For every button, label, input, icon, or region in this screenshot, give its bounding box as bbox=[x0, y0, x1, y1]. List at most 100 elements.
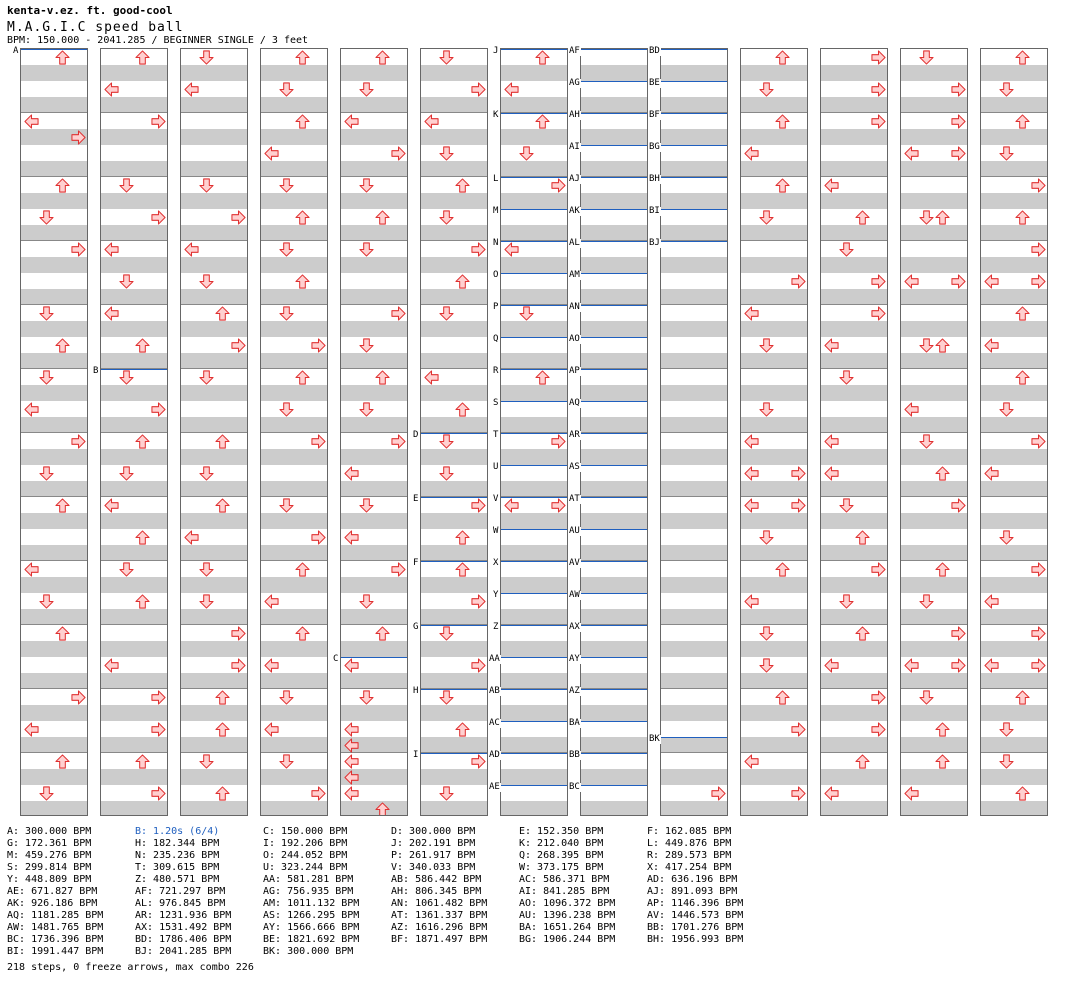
up-arrow-icon bbox=[455, 402, 470, 417]
bpm-change-label: BK bbox=[648, 734, 661, 744]
measure-line bbox=[901, 688, 967, 689]
chart-column bbox=[420, 48, 488, 816]
down-arrow-icon bbox=[999, 402, 1014, 417]
bpm-legend-entry: AK: 926.186 BPM bbox=[7, 898, 98, 909]
measure-line bbox=[181, 496, 247, 497]
up-arrow-icon bbox=[455, 530, 470, 545]
down-arrow-icon bbox=[439, 690, 454, 705]
measure-line bbox=[181, 368, 247, 369]
bpm-change-label: AF bbox=[568, 46, 581, 56]
measure-line bbox=[101, 624, 167, 625]
right-arrow-icon bbox=[951, 626, 966, 641]
up-arrow-icon bbox=[935, 722, 950, 737]
bpm-change-label: O bbox=[492, 270, 500, 280]
up-arrow-icon bbox=[455, 722, 470, 737]
bpm-legend-entry: O: 244.052 BPM bbox=[263, 850, 348, 861]
measure-line bbox=[501, 752, 567, 753]
down-arrow-icon bbox=[279, 306, 294, 321]
bpm-legend-entry: K: 212.040 BPM bbox=[519, 838, 604, 849]
bpm-difficulty-line: BPM: 150.000 - 2041.285 / BEGINNER SINGL… bbox=[7, 35, 309, 46]
left-arrow-icon bbox=[264, 722, 279, 737]
measure-line bbox=[101, 112, 167, 113]
bpm-change-label: H bbox=[412, 686, 420, 696]
down-arrow-icon bbox=[519, 306, 534, 321]
up-arrow-icon bbox=[135, 434, 150, 449]
right-arrow-icon bbox=[871, 114, 886, 129]
up-arrow-icon bbox=[135, 338, 150, 353]
bpm-change-label: AR bbox=[568, 430, 581, 440]
left-arrow-icon bbox=[744, 146, 759, 161]
down-arrow-icon bbox=[279, 82, 294, 97]
left-arrow-icon bbox=[104, 658, 119, 673]
up-arrow-icon bbox=[135, 594, 150, 609]
up-arrow-icon bbox=[215, 690, 230, 705]
bpm-change-label: D bbox=[412, 430, 420, 440]
right-arrow-icon bbox=[151, 690, 166, 705]
bpm-change-line bbox=[421, 561, 487, 562]
bpm-change-line bbox=[581, 721, 647, 722]
chart-column bbox=[260, 48, 328, 816]
right-arrow-icon bbox=[71, 130, 86, 145]
measure-line bbox=[741, 112, 807, 113]
bpm-legend-entry: AS: 1266.295 BPM bbox=[263, 910, 360, 921]
right-arrow-icon bbox=[551, 498, 566, 513]
bpm-change-label: E bbox=[412, 494, 420, 504]
measure-line bbox=[21, 624, 87, 625]
bpm-change-line bbox=[501, 593, 567, 594]
measure-line bbox=[981, 560, 1047, 561]
bpm-legend-entry: J: 202.191 BPM bbox=[391, 838, 476, 849]
measure-line bbox=[21, 176, 87, 177]
right-arrow-icon bbox=[951, 498, 966, 513]
bpm-change-label: W bbox=[492, 526, 500, 536]
measure-line bbox=[181, 752, 247, 753]
down-arrow-icon bbox=[759, 338, 774, 353]
bpm-change-line bbox=[581, 369, 647, 370]
right-arrow-icon bbox=[871, 274, 886, 289]
measure-line bbox=[181, 304, 247, 305]
measure-line bbox=[821, 304, 887, 305]
bpm-change-line bbox=[501, 113, 567, 114]
up-arrow-icon bbox=[1015, 50, 1030, 65]
measure-line bbox=[261, 688, 327, 689]
bpm-legend-entry: AR: 1231.936 BPM bbox=[135, 910, 232, 921]
bpm-legend-entry: AA: 581.281 BPM bbox=[263, 874, 354, 885]
bpm-change-line bbox=[661, 737, 727, 738]
measure-line bbox=[741, 624, 807, 625]
measure-line bbox=[901, 432, 967, 433]
bpm-change-line bbox=[581, 689, 647, 690]
up-arrow-icon bbox=[215, 786, 230, 801]
measure-line bbox=[741, 752, 807, 753]
right-arrow-icon bbox=[471, 594, 486, 609]
down-arrow-icon bbox=[759, 658, 774, 673]
right-arrow-icon bbox=[151, 402, 166, 417]
measure-line bbox=[821, 624, 887, 625]
bpm-change-line bbox=[501, 241, 567, 242]
measure-line bbox=[661, 304, 727, 305]
down-arrow-icon bbox=[839, 242, 854, 257]
left-arrow-icon bbox=[264, 658, 279, 673]
measure-line bbox=[581, 112, 647, 113]
down-arrow-icon bbox=[39, 210, 54, 225]
left-arrow-icon bbox=[104, 242, 119, 257]
up-arrow-icon bbox=[135, 754, 150, 769]
bpm-change-line bbox=[581, 273, 647, 274]
bpm-change-line bbox=[581, 433, 647, 434]
bpm-legend-entry: S: 299.814 BPM bbox=[7, 862, 92, 873]
measure-line bbox=[981, 176, 1047, 177]
up-arrow-icon bbox=[1015, 306, 1030, 321]
bpm-legend-entry: BF: 1871.497 BPM bbox=[391, 934, 488, 945]
bpm-change-line bbox=[581, 145, 647, 146]
bpm-change-label: BJ bbox=[648, 238, 661, 248]
bpm-change-label: AA bbox=[488, 654, 501, 664]
bpm-legend-entry: Q: 268.395 BPM bbox=[519, 850, 604, 861]
bpm-change-line bbox=[501, 305, 567, 306]
right-arrow-icon bbox=[551, 434, 566, 449]
measure-line bbox=[421, 560, 487, 561]
right-arrow-icon bbox=[711, 786, 726, 801]
bpm-change-line bbox=[501, 177, 567, 178]
chart-column bbox=[740, 48, 808, 816]
song-title: M.A.G.I.C speed ball bbox=[7, 20, 184, 35]
up-arrow-icon bbox=[55, 626, 70, 641]
down-arrow-icon bbox=[439, 466, 454, 481]
